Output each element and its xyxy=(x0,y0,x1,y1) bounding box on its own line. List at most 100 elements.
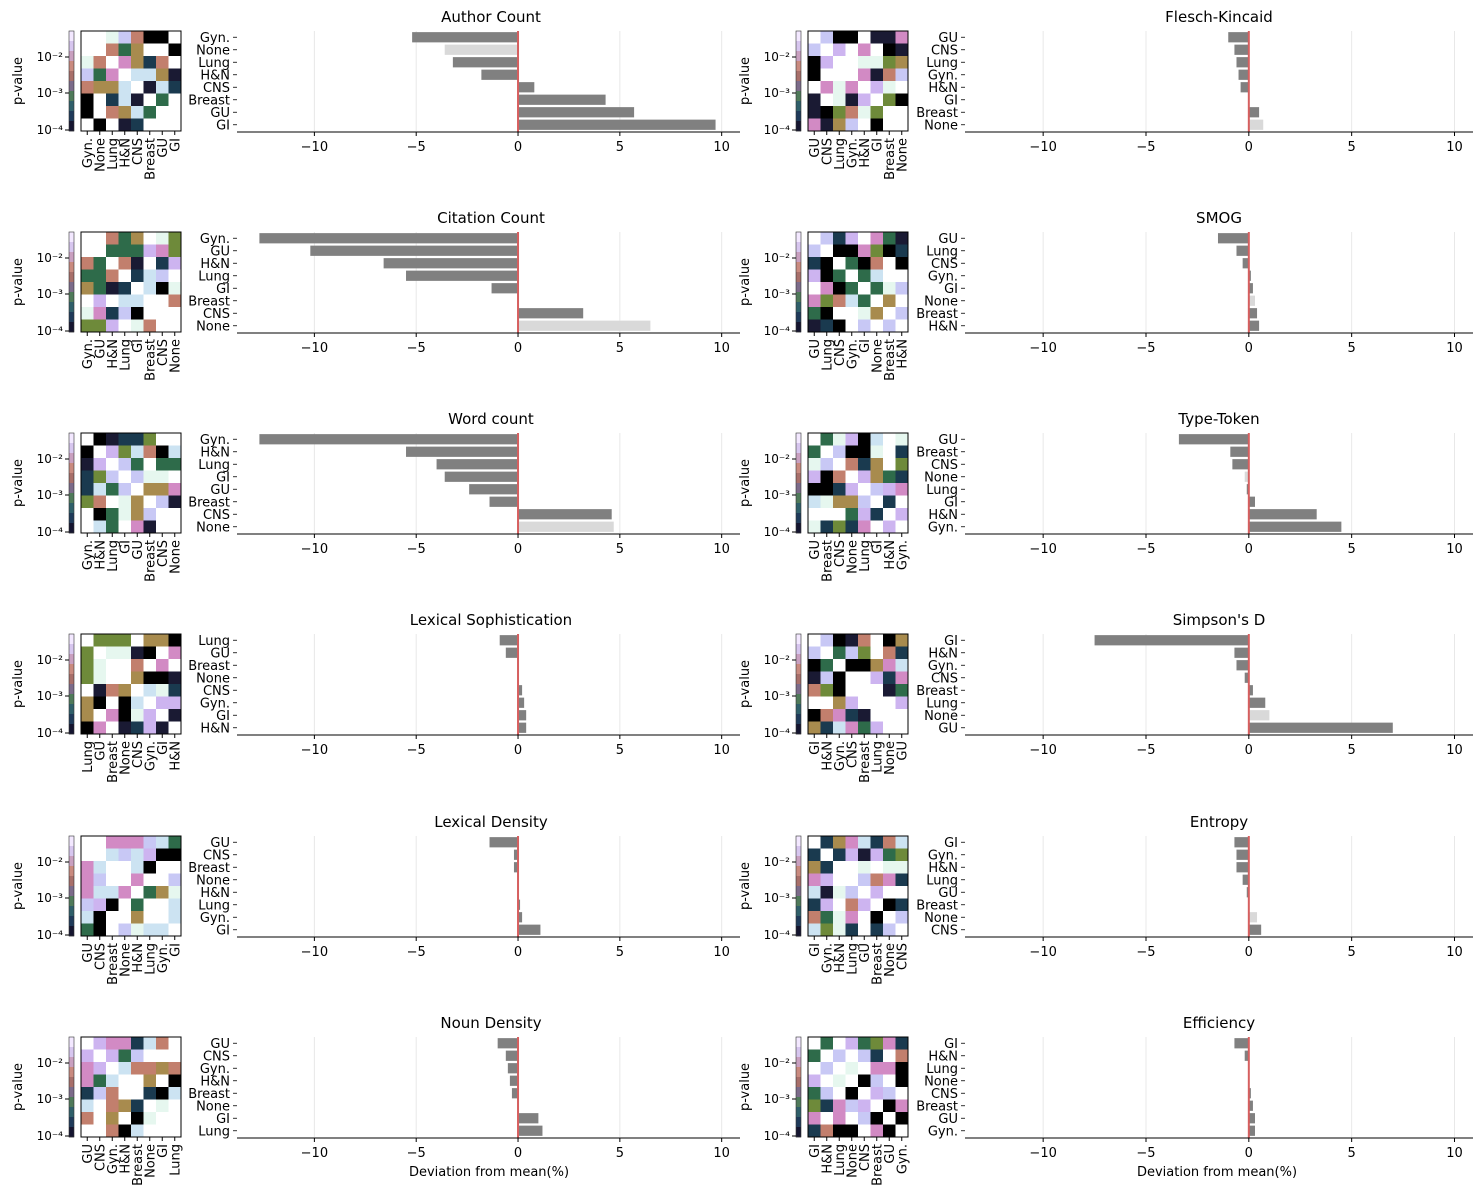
heatmap-cell xyxy=(833,1075,846,1088)
heatmap-cell xyxy=(896,697,909,710)
heatmap-cell xyxy=(169,1075,182,1088)
colorbar-segment xyxy=(796,634,801,644)
heatmap-cell xyxy=(81,722,94,735)
heatmap-cell xyxy=(131,709,144,722)
heatmap-cell xyxy=(144,270,157,283)
heatmap-cell xyxy=(81,307,94,320)
heatmap-ytick-label: 10⁻⁴ xyxy=(37,928,64,942)
heatmap-cell xyxy=(169,911,182,924)
bar-xtick-label: 10 xyxy=(1446,1146,1463,1161)
heatmap-cell xyxy=(94,257,107,270)
bar xyxy=(518,723,526,733)
heatmap-cell xyxy=(896,31,909,44)
heatmap-cell xyxy=(896,647,909,660)
heatmap-ylabel: p-value xyxy=(738,459,753,507)
heatmap-ytick-label: 10⁻² xyxy=(37,251,64,265)
heatmap-cell xyxy=(808,106,821,119)
heatmap-cell xyxy=(131,722,144,735)
heatmap-cell xyxy=(858,899,871,912)
panel-title: Word count xyxy=(448,410,534,428)
heatmap-cell xyxy=(858,709,871,722)
heatmap-cell xyxy=(833,924,846,937)
heatmap-cell xyxy=(871,684,884,697)
colorbar-segment xyxy=(796,1077,801,1087)
heatmap-cell xyxy=(156,849,169,862)
heatmap-cell xyxy=(156,81,169,94)
heatmap-cell xyxy=(883,647,896,660)
heatmap-cell xyxy=(808,1112,821,1125)
heatmap-cell xyxy=(131,320,144,333)
colorbar-segment xyxy=(69,31,74,41)
heatmap-cell xyxy=(94,1087,107,1100)
heatmap-cell xyxy=(883,1062,896,1075)
heatmap-cell xyxy=(858,31,871,44)
heatmap-cell xyxy=(833,232,846,245)
heatmap-cell xyxy=(821,836,834,849)
heatmap-cell xyxy=(94,295,107,308)
heatmap-cell xyxy=(81,1087,94,1100)
heatmap-cell xyxy=(883,270,896,283)
heatmap-cell xyxy=(106,307,119,320)
heatmap-cell xyxy=(871,320,884,333)
heatmap-ytick-label: 10⁻² xyxy=(37,855,64,869)
heatmap-cell xyxy=(896,1087,909,1100)
heatmap-cell xyxy=(144,471,157,484)
colorbar-segment xyxy=(69,1057,74,1067)
heatmap-cell xyxy=(833,899,846,912)
heatmap-cell xyxy=(169,245,182,258)
heatmap-cell xyxy=(871,849,884,862)
bar xyxy=(384,258,518,268)
heatmap-cell xyxy=(896,1062,909,1075)
heatmap-cell xyxy=(821,295,834,308)
heatmap-ytick-label: 10⁻³ xyxy=(764,891,791,905)
heatmap-cell xyxy=(883,69,896,82)
bar xyxy=(1218,233,1249,243)
bar xyxy=(518,710,526,720)
bar xyxy=(492,283,518,293)
heatmap-cell xyxy=(846,1062,859,1075)
heatmap-cell xyxy=(821,69,834,82)
heatmap-cell xyxy=(896,69,909,82)
bar xyxy=(1179,434,1249,444)
heatmap-cell xyxy=(871,94,884,107)
heatmap-cell xyxy=(94,44,107,57)
heatmap-cell xyxy=(169,1112,182,1125)
bar-xtick-label: −5 xyxy=(1136,1146,1155,1161)
heatmap-cell xyxy=(821,672,834,685)
heatmap-cell xyxy=(106,496,119,509)
heatmap-cell xyxy=(896,446,909,459)
heatmap-cell xyxy=(144,81,157,94)
heatmap-cell xyxy=(858,886,871,899)
heatmap-cell xyxy=(169,446,182,459)
heatmap-cell xyxy=(833,1112,846,1125)
heatmap-cell xyxy=(156,684,169,697)
heatmap-ytick-label: 10⁻² xyxy=(764,50,791,64)
heatmap-cell xyxy=(119,836,132,849)
heatmap-cell xyxy=(169,232,182,245)
heatmap-cell xyxy=(833,1037,846,1050)
heatmap-xtick-label: CNS xyxy=(895,943,910,970)
colorbar-segment xyxy=(69,664,74,674)
colorbar-segment xyxy=(796,61,801,71)
heatmap-ytick-label: 10⁻³ xyxy=(37,689,64,703)
heatmap-cell xyxy=(144,836,157,849)
heatmap-cell xyxy=(131,458,144,471)
heatmap-cell xyxy=(94,245,107,258)
heatmap-cell xyxy=(94,709,107,722)
heatmap-cell xyxy=(106,659,119,672)
heatmap-ytick-label: 10⁻² xyxy=(764,653,791,667)
bar xyxy=(453,57,518,67)
heatmap-cell xyxy=(169,1062,182,1075)
heatmap-cell xyxy=(119,56,132,69)
colorbar-segment xyxy=(69,674,74,684)
heatmap-cell xyxy=(833,320,846,333)
heatmap-ytick-label: 10⁻⁴ xyxy=(37,525,64,539)
heatmap-cell xyxy=(883,874,896,887)
heatmap-cell xyxy=(833,471,846,484)
bar xyxy=(1241,82,1249,92)
heatmap-cell xyxy=(169,1125,182,1138)
heatmap-cell xyxy=(106,634,119,647)
heatmap-cell xyxy=(156,257,169,270)
heatmap-cell xyxy=(156,31,169,44)
heatmap-cell xyxy=(94,94,107,107)
